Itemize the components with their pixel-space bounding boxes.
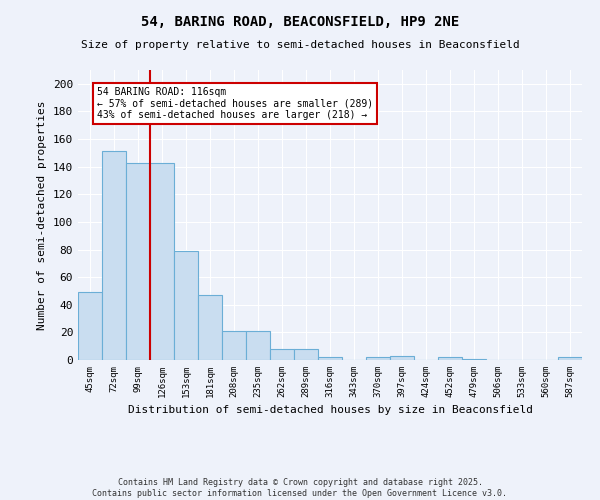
Bar	[102, 152, 126, 360]
Text: Contains HM Land Registry data © Crown copyright and database right 2025.
Contai: Contains HM Land Registry data © Crown c…	[92, 478, 508, 498]
Bar	[390, 356, 414, 360]
Y-axis label: Number of semi-detached properties: Number of semi-detached properties	[37, 100, 47, 330]
Bar	[318, 357, 342, 360]
Text: 54, BARING ROAD, BEACONSFIELD, HP9 2NE: 54, BARING ROAD, BEACONSFIELD, HP9 2NE	[141, 15, 459, 29]
Bar	[246, 331, 270, 360]
Bar	[126, 162, 150, 360]
Bar	[438, 357, 462, 360]
Bar	[294, 349, 318, 360]
Bar	[198, 295, 222, 360]
Bar	[150, 162, 174, 360]
Bar	[78, 292, 102, 360]
Bar	[366, 357, 390, 360]
Bar	[222, 331, 246, 360]
Bar	[462, 358, 486, 360]
X-axis label: Distribution of semi-detached houses by size in Beaconsfield: Distribution of semi-detached houses by …	[128, 406, 533, 415]
Text: 54 BARING ROAD: 116sqm
← 57% of semi-detached houses are smaller (289)
43% of se: 54 BARING ROAD: 116sqm ← 57% of semi-det…	[97, 86, 373, 120]
Bar	[174, 251, 198, 360]
Bar	[270, 349, 294, 360]
Text: Size of property relative to semi-detached houses in Beaconsfield: Size of property relative to semi-detach…	[80, 40, 520, 50]
Bar	[558, 357, 582, 360]
